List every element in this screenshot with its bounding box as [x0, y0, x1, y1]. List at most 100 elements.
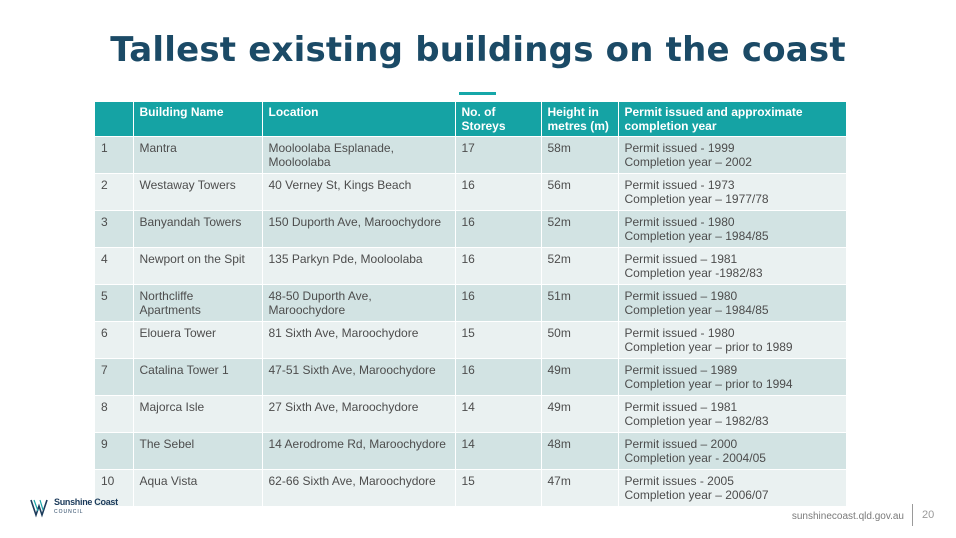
council-logo: Sunshine Coast COUNCIL: [30, 495, 118, 519]
building-name-cell: The Sebel: [132, 432, 262, 470]
location-cell: 135 Parkyn Pde, Mooloolaba: [261, 247, 455, 285]
storeys-cell: 17: [454, 136, 541, 174]
storeys-cell: 16: [454, 358, 541, 396]
footer-url[interactable]: sunshinecoast.qld.gov.au: [791, 511, 904, 522]
height-cell: 56m: [540, 173, 618, 211]
permit-issued-text: Permit issued – 1980: [624, 289, 738, 303]
permit-issued-text: Permit issued – 2000: [624, 437, 738, 451]
location-cell: 14 Aerodrome Rd, Maroochydore: [261, 432, 455, 470]
location-cell: 62-66 Sixth Ave, Maroochydore: [261, 469, 455, 506]
building-name-cell: Banyandah Towers: [132, 210, 262, 248]
permit-cell: Permit issues - 2005 Completion year – 20…: [617, 469, 846, 506]
rank-cell: 9: [95, 432, 133, 470]
building-name-cell: Aqua Vista: [132, 469, 262, 506]
permit-cell: Permit issued – 2000 Completion year - 20…: [617, 432, 846, 470]
building-name-cell: Northcliffe Apartments: [132, 284, 262, 322]
height-cell: 51m: [540, 284, 618, 322]
storeys-cell: 14: [454, 432, 541, 470]
table-row: 3 Banyandah Towers 150 Duporth Ave, Marooc…: [95, 210, 846, 248]
completion-year-text: Completion year – prior to 1989: [624, 340, 793, 354]
location-cell: 40 Verney St, Kings Beach: [261, 173, 455, 211]
storeys-cell: 15: [454, 469, 541, 506]
storeys-cell: 16: [454, 210, 541, 248]
height-cell: 49m: [540, 395, 618, 433]
permit-issued-text: Permit issued – 1981: [624, 400, 738, 414]
permit-cell: Permit issued - 1980 Completion year – pr…: [617, 321, 846, 359]
permit-cell: Permit issued – 1980 Completion year – 19…: [617, 284, 846, 322]
building-name-cell: Westaway Towers: [132, 173, 262, 211]
completion-year-text: Completion year – 2002: [624, 155, 752, 169]
location-cell: 48-50 Duporth Ave, Maroochydore: [261, 284, 455, 322]
completion-year-text: Completion year – 2006/07: [624, 488, 769, 502]
rank-cell: 5: [95, 284, 133, 322]
height-cell: 58m: [540, 136, 618, 174]
height-cell: 49m: [540, 358, 618, 396]
storeys-cell: 16: [454, 247, 541, 285]
permit-issued-text: Permit issued - 1980: [624, 215, 735, 229]
footer-divider: [912, 504, 913, 526]
rank-cell: 8: [95, 395, 133, 433]
completion-year-text: Completion year – 1982/83: [624, 414, 769, 428]
slide-title: Tallest existing buildings on the coast: [110, 30, 846, 70]
permit-issued-text: Permit issued - 1973: [624, 178, 735, 192]
completion-year-text: Completion year – prior to 1994: [624, 377, 793, 391]
table-row: 9 The Sebel 14 Aerodrome Rd, Maroochydore 1…: [95, 432, 846, 470]
logo-subtitle: COUNCIL: [54, 509, 84, 515]
storeys-cell: 16: [454, 284, 541, 322]
completion-year-text: Completion year – 1977/78: [624, 192, 769, 206]
completion-year-text: Completion year -1982/83: [624, 266, 763, 280]
table-body: 1 Mantra Mooloolaba Esplanade, Mooloolaba 1…: [95, 136, 846, 506]
completion-year-text: Completion year – 1984/85: [624, 229, 769, 243]
rank-cell: 1: [95, 136, 133, 174]
height-cell: 52m: [540, 210, 618, 248]
permit-cell: Permit issued - 1999 Completion year – 20…: [617, 136, 846, 174]
location-cell: Mooloolaba Esplanade, Mooloolaba: [261, 136, 455, 174]
column-header: Building Name: [132, 102, 262, 137]
building-name-cell: Mantra: [132, 136, 262, 174]
column-header: No. of Storeys: [454, 102, 541, 137]
buildings-table: Building Name Location No. of Storeys Heigh…: [95, 102, 846, 506]
storeys-cell: 14: [454, 395, 541, 433]
rank-cell: 10: [95, 469, 133, 506]
table-row: 6 Elouera Tower 81 Sixth Ave, Maroochydore…: [95, 321, 846, 359]
height-cell: 48m: [540, 432, 618, 470]
permit-cell: Permit issued – 1981 Completion year -198…: [617, 247, 846, 285]
page-number: 20: [922, 509, 935, 521]
table-row: 2 Westaway Towers 40 Verney St, Kings Beac…: [95, 173, 846, 211]
height-cell: 52m: [540, 247, 618, 285]
permit-issued-text: Permit issued – 1981: [624, 252, 738, 266]
location-cell: 150 Duporth Ave, Maroochydore: [261, 210, 455, 248]
completion-year-text: Completion year - 2004/05: [624, 451, 766, 465]
building-name-cell: Majorca Isle: [132, 395, 262, 433]
height-cell: 50m: [540, 321, 618, 359]
permit-cell: Permit issued – 1981 Completion year – 19…: [617, 395, 846, 433]
table-row: 8 Majorca Isle 27 Sixth Ave, Maroochydore 1…: [95, 395, 846, 433]
building-name-cell: Elouera Tower: [132, 321, 262, 359]
column-header: Location: [261, 102, 455, 137]
table-row: 10 Aqua Vista 62-66 Sixth Ave, Maroochydor…: [95, 469, 846, 506]
location-cell: 81 Sixth Ave, Maroochydore: [261, 321, 455, 359]
rank-cell: 6: [95, 321, 133, 359]
building-name-cell: Catalina Tower 1: [132, 358, 262, 396]
rank-cell: 7: [95, 358, 133, 396]
rank-cell: 4: [95, 247, 133, 285]
table-row: 4 Newport on the Spit 135 Parkyn Pde, Mool…: [95, 247, 846, 285]
storeys-cell: 15: [454, 321, 541, 359]
column-header: Permit issued and approximate completion…: [617, 102, 846, 137]
permit-cell: Permit issued – 1989 Completion year – pr…: [617, 358, 846, 396]
table-header-row: Building Name Location No. of Storeys Heigh…: [95, 102, 846, 137]
permit-issued-text: Permit issued - 1980: [624, 326, 735, 340]
table-row: 1 Mantra Mooloolaba Esplanade, Mooloolaba 1…: [95, 136, 846, 174]
logo-name: Sunshine Coast: [54, 497, 118, 507]
location-cell: 47-51 Sixth Ave, Maroochydore: [261, 358, 455, 396]
storeys-cell: 16: [454, 173, 541, 211]
permit-cell: Permit issued - 1980 Completion year – 19…: [617, 210, 846, 248]
column-header: Height in metres (m): [540, 102, 618, 137]
permit-issued-text: Permit issued – 1989: [624, 363, 738, 377]
permit-cell: Permit issued - 1973 Completion year – 19…: [617, 173, 846, 211]
table-row: 5 Northcliffe Apartments 48-50 Duporth Ave…: [95, 284, 846, 322]
table-row: 7 Catalina Tower 1 47-51 Sixth Ave, Marooc…: [95, 358, 846, 396]
column-header: [95, 102, 133, 137]
location-cell: 27 Sixth Ave, Maroochydore: [261, 395, 455, 433]
building-name-cell: Newport on the Spit: [132, 247, 262, 285]
